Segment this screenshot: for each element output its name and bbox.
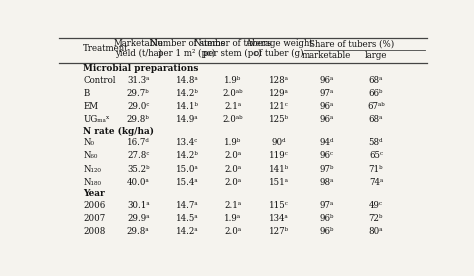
Text: large: large xyxy=(365,51,387,60)
Text: 15.4ᵃ: 15.4ᵃ xyxy=(176,177,199,187)
Text: 15.0ᵃ: 15.0ᵃ xyxy=(176,164,199,174)
Text: Number of tubers
per stem (pc): Number of tubers per stem (pc) xyxy=(194,39,272,58)
Text: 2.0ᵃᵇ: 2.0ᵃᵇ xyxy=(222,89,243,98)
Text: 151ᵃ: 151ᵃ xyxy=(269,177,289,187)
Text: 67ᵃᵇ: 67ᵃᵇ xyxy=(367,102,385,111)
Text: 115ᶜ: 115ᶜ xyxy=(269,201,289,210)
Text: 58ᵈ: 58ᵈ xyxy=(369,138,383,147)
Text: 96ᵃ: 96ᵃ xyxy=(319,76,334,85)
Text: 121ᶜ: 121ᶜ xyxy=(269,102,289,111)
Text: 2008: 2008 xyxy=(83,227,106,236)
Text: 2.0ᵃ: 2.0ᵃ xyxy=(224,152,241,160)
Text: 125ᵇ: 125ᵇ xyxy=(269,115,289,124)
Text: 97ᵇ: 97ᵇ xyxy=(319,164,334,174)
Text: Year: Year xyxy=(83,189,105,198)
Text: 40.0ᵃ: 40.0ᵃ xyxy=(127,177,150,187)
Text: 14.2ᵃ: 14.2ᵃ xyxy=(176,227,199,236)
Text: 14.9ᵃ: 14.9ᵃ xyxy=(176,115,199,124)
Text: Average weight
of tuber (g): Average weight of tuber (g) xyxy=(245,39,313,58)
Text: 80ᵃ: 80ᵃ xyxy=(369,227,383,236)
Text: 68ᵃ: 68ᵃ xyxy=(369,115,383,124)
Text: 1.9ᵇ: 1.9ᵇ xyxy=(224,76,241,85)
Text: 29.8ᵇ: 29.8ᵇ xyxy=(127,115,150,124)
Text: 65ᶜ: 65ᶜ xyxy=(369,152,383,160)
Text: 2.1ᵃ: 2.1ᵃ xyxy=(224,102,241,111)
Text: 14.8ᵃ: 14.8ᵃ xyxy=(176,76,199,85)
Text: Microbial preparations: Microbial preparations xyxy=(83,64,199,73)
Text: 14.2ᵇ: 14.2ᵇ xyxy=(176,152,199,160)
Text: 90ᵈ: 90ᵈ xyxy=(272,138,286,147)
Text: 13.4ᶜ: 13.4ᶜ xyxy=(176,138,198,147)
Text: 96ᵇ: 96ᵇ xyxy=(319,227,334,236)
Text: N₀: N₀ xyxy=(83,138,94,147)
Text: 2.0ᵃ: 2.0ᵃ xyxy=(224,164,241,174)
Text: 30.1ᵃ: 30.1ᵃ xyxy=(127,201,149,210)
Text: 119ᶜ: 119ᶜ xyxy=(269,152,289,160)
Text: 94ᵈ: 94ᵈ xyxy=(319,138,334,147)
Text: 66ᵇ: 66ᵇ xyxy=(369,89,383,98)
Text: 29.0ᶜ: 29.0ᶜ xyxy=(127,102,149,111)
Text: B: B xyxy=(83,89,90,98)
Text: 14.2ᵇ: 14.2ᵇ xyxy=(176,89,199,98)
Text: 97ᵃ: 97ᵃ xyxy=(319,201,334,210)
Text: marketable: marketable xyxy=(302,51,351,60)
Text: UGₘₐˣ: UGₘₐˣ xyxy=(83,115,109,124)
Text: 128ᵃ: 128ᵃ xyxy=(269,76,289,85)
Text: 29.8ᵃ: 29.8ᵃ xyxy=(127,227,149,236)
Text: 141ᵇ: 141ᵇ xyxy=(269,164,289,174)
Text: 35.2ᵇ: 35.2ᵇ xyxy=(127,164,149,174)
Text: Marketable
yield (t/ha): Marketable yield (t/ha) xyxy=(113,39,163,58)
Text: 68ᵃ: 68ᵃ xyxy=(369,76,383,85)
Text: N rate (kg/ha): N rate (kg/ha) xyxy=(83,127,154,136)
Text: 96ᵃ: 96ᵃ xyxy=(319,115,334,124)
Text: 31.3ᵃ: 31.3ᵃ xyxy=(127,76,149,85)
Text: 14.1ᵇ: 14.1ᵇ xyxy=(175,102,199,111)
Text: 96ᶜ: 96ᶜ xyxy=(319,152,334,160)
Text: 96ᵃ: 96ᵃ xyxy=(319,102,334,111)
Text: 2007: 2007 xyxy=(83,214,105,223)
Text: 71ᵇ: 71ᵇ xyxy=(369,164,383,174)
Text: 134ᵃ: 134ᵃ xyxy=(269,214,289,223)
Text: N₁₂₀: N₁₂₀ xyxy=(83,164,101,174)
Text: 72ᵇ: 72ᵇ xyxy=(369,214,383,223)
Text: 2.0ᵃᵇ: 2.0ᵃᵇ xyxy=(222,115,243,124)
Text: 2.0ᵃ: 2.0ᵃ xyxy=(224,227,241,236)
Text: 129ᵃ: 129ᵃ xyxy=(269,89,289,98)
Text: 127ᵇ: 127ᵇ xyxy=(269,227,289,236)
Text: Treatment: Treatment xyxy=(83,44,128,53)
Text: 29.9ᵃ: 29.9ᵃ xyxy=(127,214,149,223)
Text: 97ᵃ: 97ᵃ xyxy=(319,89,334,98)
Text: 2006: 2006 xyxy=(83,201,105,210)
Text: Share of tubers (%): Share of tubers (%) xyxy=(309,39,394,48)
Text: 49ᶜ: 49ᶜ xyxy=(369,201,383,210)
Text: Number of stems
per 1 m² (pc): Number of stems per 1 m² (pc) xyxy=(149,39,225,58)
Text: 98ᵃ: 98ᵃ xyxy=(319,177,334,187)
Text: 1.9ᵇ: 1.9ᵇ xyxy=(224,138,241,147)
Text: 16.7ᵈ: 16.7ᵈ xyxy=(127,138,150,147)
Text: 2.0ᵃ: 2.0ᵃ xyxy=(224,177,241,187)
Text: N₁₈₀: N₁₈₀ xyxy=(83,177,101,187)
Text: 96ᵇ: 96ᵇ xyxy=(319,214,334,223)
Text: 1.9ᵃ: 1.9ᵃ xyxy=(224,214,241,223)
Text: 74ᵃ: 74ᵃ xyxy=(369,177,383,187)
Text: 14.7ᵃ: 14.7ᵃ xyxy=(176,201,199,210)
Text: 2.1ᵃ: 2.1ᵃ xyxy=(224,201,241,210)
Text: EM: EM xyxy=(83,102,98,111)
Text: 29.7ᵇ: 29.7ᵇ xyxy=(127,89,150,98)
Text: Control: Control xyxy=(83,76,116,85)
Text: 14.5ᵃ: 14.5ᵃ xyxy=(176,214,199,223)
Text: N₆₀: N₆₀ xyxy=(83,152,98,160)
Text: 27.8ᶜ: 27.8ᶜ xyxy=(127,152,149,160)
